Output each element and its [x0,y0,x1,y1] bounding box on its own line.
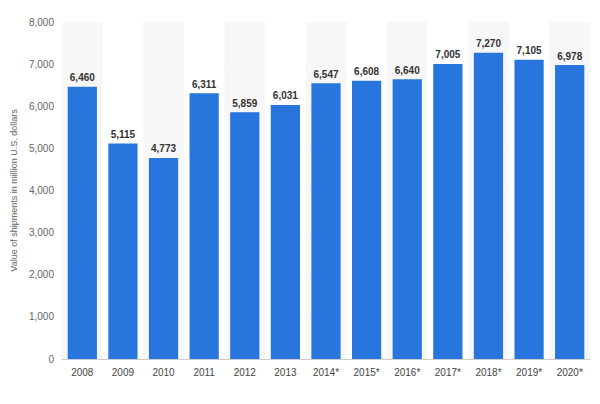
svg-text:6,460: 6,460 [70,72,95,83]
svg-text:4,000: 4,000 [29,185,54,196]
svg-text:6,608: 6,608 [354,66,379,77]
svg-text:2019*: 2019* [516,367,542,378]
svg-text:2012: 2012 [234,367,257,378]
svg-text:2020*: 2020* [557,367,583,378]
svg-text:2011: 2011 [193,367,215,378]
svg-text:2013: 2013 [274,367,297,378]
svg-text:5,000: 5,000 [29,143,54,154]
svg-text:6,978: 6,978 [557,51,582,62]
svg-text:Value of shipments in million: Value of shipments in million U.S. dolla… [9,109,19,272]
svg-text:2009: 2009 [112,367,135,378]
svg-text:5,859: 5,859 [232,98,257,109]
svg-text:2008: 2008 [71,367,94,378]
svg-text:0: 0 [48,354,54,365]
svg-text:8,000: 8,000 [29,17,54,28]
svg-text:6,311: 6,311 [192,79,217,90]
svg-text:2010: 2010 [152,367,175,378]
svg-text:3,000: 3,000 [29,227,54,238]
svg-text:6,640: 6,640 [395,65,420,76]
svg-text:6,000: 6,000 [29,101,54,112]
svg-text:6,547: 6,547 [313,69,338,80]
svg-text:2018*: 2018* [475,367,501,378]
svg-text:2014*: 2014* [313,367,339,378]
svg-text:2,000: 2,000 [29,269,54,280]
svg-text:7,005: 7,005 [435,49,460,60]
svg-text:7,270: 7,270 [476,38,501,49]
svg-text:1,000: 1,000 [29,311,54,322]
svg-text:2017*: 2017* [435,367,461,378]
svg-text:2015*: 2015* [354,367,380,378]
svg-text:4,773: 4,773 [151,143,176,154]
svg-text:6,031: 6,031 [273,90,298,101]
svg-text:2016*: 2016* [394,367,420,378]
svg-text:7,000: 7,000 [29,59,54,70]
svg-text:7,105: 7,105 [517,45,542,56]
svg-text:5,115: 5,115 [111,129,136,140]
